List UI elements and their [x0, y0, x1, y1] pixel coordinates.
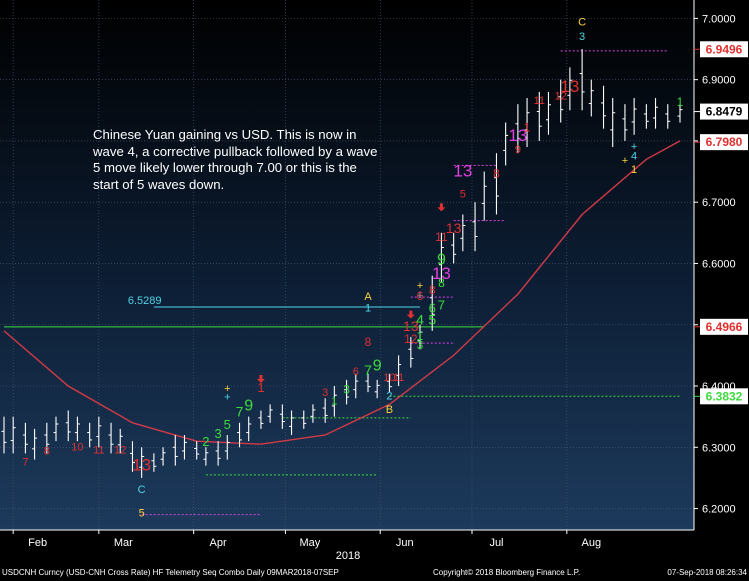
sequence-count-label: + — [224, 392, 230, 404]
sequence-count-label: 13 — [560, 77, 579, 96]
sequence-count-label: 2 — [386, 390, 392, 402]
sequence-count-label: A — [364, 291, 372, 303]
sequence-count-label: 11 — [534, 95, 545, 107]
sequence-count-label: 2 — [202, 434, 209, 449]
sequence-count-label: 5 — [139, 508, 145, 520]
reference-line-label: 6.5289 — [128, 295, 162, 307]
y-tick-label: 6.6000 — [702, 258, 736, 270]
signal-down-arrow — [437, 203, 446, 212]
sequence-count-label: C — [578, 17, 586, 29]
sequence-count-label: + — [417, 290, 423, 302]
sequence-count-label: 9 — [515, 144, 521, 156]
sequence-count-label: 6 — [353, 366, 359, 378]
sequence-count-label: 10 — [71, 441, 83, 453]
sequence-count-label: 3 — [417, 338, 424, 352]
sequence-count-label: B — [386, 404, 393, 416]
moving-average-line — [3, 140, 681, 445]
sequence-count-label: 5 — [224, 417, 231, 432]
y-tick-label: 6.2000 — [702, 504, 736, 516]
price-tag-box — [700, 318, 748, 335]
x-tick-label: Apr — [210, 537, 227, 549]
sequence-count-label: 5 — [428, 312, 436, 328]
price-tag-label: 6.3832 — [706, 389, 743, 403]
sequence-count-label: 5 — [460, 188, 466, 200]
sequence-count-label: 6 — [429, 300, 436, 315]
price-tag-label: 6.4966 — [706, 320, 743, 334]
signal-down-arrow — [406, 310, 415, 319]
y-tick-label: 7.0000 — [702, 13, 736, 25]
sequence-count-label: 13 — [446, 220, 462, 236]
x-tick-label: Mar — [114, 537, 133, 549]
commentary-text: Chinese Yuan gaining vs USD. This is now… — [93, 127, 378, 192]
sequence-count-label: 1 — [524, 121, 531, 135]
price-tag-label: 6.8479 — [706, 105, 743, 119]
sequence-count-label: 9 — [373, 358, 382, 375]
footer-source: USDCNH Curncy (USD-CNH Cross Rate) HF Te… — [2, 568, 339, 577]
sequence-count-label: 6 — [417, 289, 424, 303]
sequence-count-label: 11 — [393, 372, 404, 384]
sequence-count-label: 13 — [132, 456, 151, 475]
price-tag-box — [700, 388, 748, 405]
x-tick-label: Feb — [28, 537, 47, 549]
sequence-count-label: 9 — [437, 252, 446, 269]
sequence-count-label: 8 — [44, 446, 50, 458]
sequence-count-label: 3 — [343, 382, 350, 396]
y-tick-label: 6.3000 — [702, 442, 736, 454]
sequence-count-label: 13 — [403, 318, 419, 334]
sequence-count-label: 3 — [579, 31, 585, 43]
sequence-count-label: 11 — [93, 444, 104, 456]
price-tag-box — [700, 103, 748, 120]
sequence-count-label: 7 — [236, 404, 244, 420]
sequence-count-label: + — [224, 383, 230, 395]
y-tick-label: 6.9000 — [702, 75, 736, 87]
sequence-count-label: 11 — [435, 230, 448, 244]
x-tick-label: Jul — [489, 537, 503, 549]
sequence-count-label: 3 — [215, 426, 222, 441]
signal-down-arrow — [256, 374, 265, 383]
plot-background — [0, 0, 694, 530]
x-tick-label: Aug — [582, 537, 602, 549]
x-tick-label: Jun — [396, 537, 414, 549]
sequence-count-label: 12 — [404, 332, 418, 346]
sequence-count-label: 8 — [365, 335, 372, 349]
sequence-count-label: 7 — [22, 457, 28, 469]
sequence-count-label: 1 — [365, 302, 371, 314]
y-tick-label: 6.7000 — [702, 197, 736, 209]
sequence-count-label: 1 — [257, 380, 264, 395]
sequence-count-label: 7 — [364, 362, 372, 378]
sequence-count-label: + — [631, 141, 637, 153]
sequence-count-label: 1 — [631, 164, 637, 176]
sequence-count-label: 8 — [438, 276, 445, 290]
sequence-count-label: 12 — [555, 90, 567, 102]
price-tag-box — [700, 134, 748, 151]
price-tag-label: 6.7980 — [706, 135, 743, 149]
sequence-count-label: 1 — [331, 395, 337, 407]
x-tick-label: May — [299, 537, 320, 549]
sequence-count-label: C — [138, 484, 146, 496]
x-year-label: 2018 — [336, 550, 360, 562]
sequence-count-label: 13 — [508, 126, 527, 145]
sequence-count-label: 7 — [438, 297, 445, 312]
sequence-count-label: 12 — [114, 444, 126, 456]
sequence-count-label: 1 — [677, 95, 684, 109]
sequence-count-label: + — [417, 280, 423, 292]
sequence-count-label: 4 — [631, 150, 637, 162]
sequence-count-label: 10 — [383, 372, 395, 384]
sequence-count-label: 8 — [429, 283, 436, 297]
sequence-count-label: 13 — [432, 264, 451, 283]
sequence-count-label: 13 — [453, 161, 472, 180]
sequence-count-label: 9 — [244, 398, 253, 415]
price-tag-label: 6.9496 — [706, 42, 743, 56]
sequence-count-label: 8 — [493, 167, 500, 181]
price-tag-box — [700, 41, 748, 58]
sequence-count-label: 4 — [416, 312, 424, 328]
footer-timestamp: 07-Sep-2018 08:26:34 — [667, 568, 747, 577]
footer-copyright: Copyright© 2018 Bloomberg Finance L.P. — [433, 568, 581, 577]
sequence-count-label: 3 — [322, 387, 328, 399]
sequence-count-label: + — [622, 155, 628, 167]
sequence-count-label: 1 — [417, 329, 424, 343]
